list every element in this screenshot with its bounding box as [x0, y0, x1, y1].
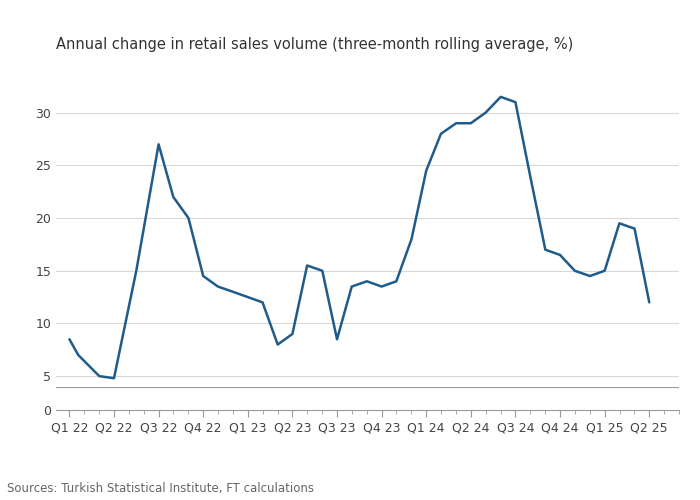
Text: Annual change in retail sales volume (three-month rolling average, %): Annual change in retail sales volume (th… — [56, 37, 573, 52]
Text: Sources: Turkish Statistical Institute, FT calculations: Sources: Turkish Statistical Institute, … — [7, 482, 314, 495]
